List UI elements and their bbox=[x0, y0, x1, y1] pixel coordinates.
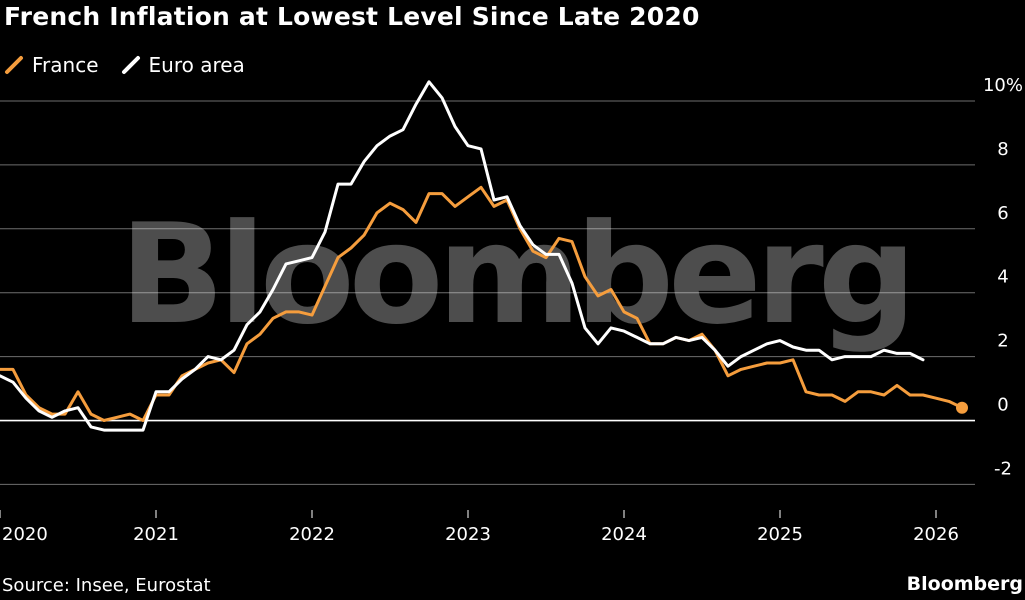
x-tick-label: 2021 bbox=[133, 524, 179, 545]
x-tick-label: 2020 bbox=[2, 524, 48, 545]
series-end-marker-france bbox=[956, 401, 968, 414]
y-tick-label: 2 bbox=[997, 331, 1008, 352]
grid-layer bbox=[0, 100, 975, 485]
x-tick-label: 2026 bbox=[913, 524, 959, 545]
y-tick-label: 8 bbox=[997, 139, 1008, 160]
y-tick-label: 0 bbox=[997, 395, 1008, 416]
x-tick-label: 2024 bbox=[601, 524, 647, 545]
y-tick-label: 4 bbox=[997, 267, 1008, 288]
x-tick-label: 2023 bbox=[445, 524, 491, 545]
legend-label-euro-area: Euro area bbox=[148, 53, 245, 77]
series-layer bbox=[0, 80, 968, 432]
legend-item-euro-area: Euro area bbox=[121, 53, 245, 77]
legend-item-france: France bbox=[4, 53, 99, 77]
legend-label-france: France bbox=[32, 53, 99, 77]
y-tick-label: 6 bbox=[997, 203, 1008, 224]
axis-layer: 10% 8 6 4 2 0 -2 2020 2021 2022 2023 2024 2025 2026 bbox=[0, 75, 1023, 545]
x-tick-label: 2022 bbox=[289, 524, 335, 545]
chart-legend: France Euro area bbox=[4, 52, 267, 78]
legend-swatch-france bbox=[5, 56, 23, 74]
series-line-euro-area bbox=[0, 80, 925, 432]
chart-title: French Inflation at Lowest Level Since L… bbox=[4, 2, 700, 31]
legend-swatch-euro-area bbox=[121, 56, 140, 74]
x-tick-label: 2025 bbox=[757, 524, 803, 545]
series-line-france bbox=[0, 185, 964, 422]
source-note: Source: Insee, Eurostat bbox=[2, 575, 211, 596]
y-tick-label: -2 bbox=[994, 458, 1012, 479]
brand-logo-text: Bloomberg bbox=[906, 573, 1023, 595]
y-tick-label: 10% bbox=[983, 75, 1023, 96]
